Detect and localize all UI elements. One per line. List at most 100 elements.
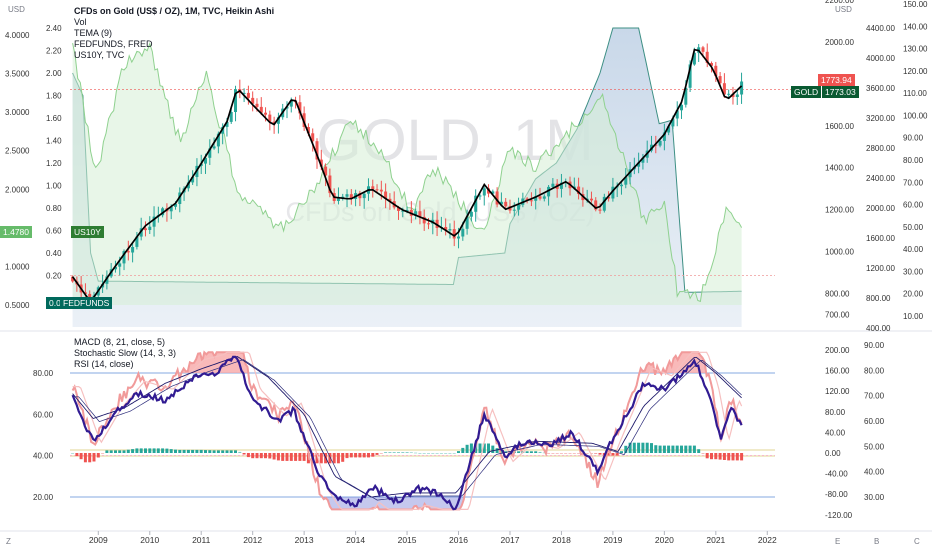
volume-axis-label: 120.00 (903, 67, 928, 76)
macd-histogram-bar (572, 453, 576, 454)
macd-histogram-bar (152, 448, 156, 453)
candle-body (465, 216, 469, 229)
volume-axis-label: 40.00 (903, 245, 924, 254)
macd-histogram-bar (671, 445, 675, 453)
rsi-axis-label: 60.00 (33, 410, 54, 419)
legend-tema[interactable]: TEMA (9) (74, 28, 113, 38)
macd-histogram-bar (559, 453, 563, 454)
time-axis-label: 2011 (192, 535, 211, 545)
legend-stoch[interactable]: Stochastic Slow (14, 3, 3) (74, 348, 177, 358)
macd-histogram-bar (495, 448, 499, 453)
log-scale-button[interactable]: E (835, 537, 841, 546)
candle-body (384, 191, 388, 199)
volume-axis-label: 130.00 (903, 45, 928, 54)
macd-histogram-bar (83, 453, 87, 463)
macd-histogram-bar (101, 453, 105, 454)
macd-signal-line (72, 359, 742, 501)
macd-histogram-bar (439, 453, 443, 454)
stoch-axis-label: 80.00 (864, 366, 885, 375)
macd-histogram-bar (367, 453, 370, 458)
macd-histogram-bar (118, 450, 122, 453)
candle-body (624, 177, 628, 185)
candle-body (529, 200, 533, 202)
candle-body (405, 209, 409, 211)
scale-axis-label: 2800.00 (866, 144, 895, 153)
legend-us10y[interactable]: US10Y, TVC (74, 50, 125, 60)
candle-body (255, 103, 259, 107)
legend-rsi[interactable]: RSI (14, close) (74, 359, 134, 369)
legend-macd[interactable]: MACD (8, 21, close, 5) (74, 337, 166, 347)
stoch-axis-label: 90.00 (864, 341, 885, 350)
legend-vol[interactable]: Vol (74, 17, 87, 27)
candle-body (126, 251, 130, 253)
candle-body (358, 193, 362, 199)
fedfunds-axis-label: 2.40 (46, 24, 62, 33)
macd-histogram-bar (88, 453, 92, 463)
candle-body (135, 236, 139, 247)
macd-histogram-bar (731, 453, 735, 461)
candle-body (375, 189, 379, 191)
legend-fedfunds[interactable]: FEDFUNDS, FRED (74, 39, 153, 49)
macd-histogram-bar (276, 453, 280, 461)
candle-body (727, 93, 731, 95)
volume-axis-label: 70.00 (903, 178, 924, 187)
auto-scale-button[interactable]: Z (6, 537, 11, 546)
candle-body (174, 203, 177, 207)
candle-body (388, 198, 392, 202)
candle-body (517, 204, 521, 210)
macd-histogram-bar (418, 453, 422, 454)
macd-histogram-bar (542, 452, 546, 454)
macd-histogram-bar (234, 450, 237, 453)
macd-histogram-bar (598, 453, 602, 455)
left-axis-currency: USD (8, 5, 25, 14)
macd-histogram-bar (637, 442, 641, 453)
fedfunds-axis-label: 0.60 (46, 227, 62, 236)
fedfunds-name-badge: FEDFUNDS (60, 297, 113, 309)
macd-histogram-bar (96, 453, 100, 458)
time-axis-label: 2012 (243, 535, 262, 545)
macd-histogram-bar (594, 453, 598, 454)
time-axis-label: 2022 (758, 535, 777, 545)
macd-axis-label: -40.00 (825, 470, 848, 479)
candle-body (684, 87, 688, 105)
candle-body (654, 144, 658, 146)
adjust-button[interactable]: B (874, 537, 880, 546)
us10y-axis-label: 3.0000 (5, 108, 30, 117)
macd-histogram-bar (336, 453, 340, 464)
candle-body (418, 211, 422, 217)
macd-histogram-bar (161, 448, 165, 453)
candle-body (272, 121, 276, 124)
macd-histogram-bar (529, 451, 533, 453)
candle-body (328, 175, 332, 194)
macd-histogram-bar (272, 453, 276, 460)
macd-histogram-bar (358, 453, 362, 458)
candle-body (692, 52, 696, 65)
price-axis-label: 1600.00 (825, 122, 854, 131)
candle-body (289, 100, 293, 107)
candle-body (469, 211, 473, 217)
macd-histogram-bar (718, 453, 722, 460)
time-axis-label: 2010 (140, 535, 159, 545)
candle-body (461, 228, 465, 237)
symbol-title[interactable]: CFDs on Gold (US$ / OZ), 1M, TVC, Heikin… (74, 6, 275, 16)
macd-histogram-bar (662, 445, 666, 453)
macd-histogram-bar (409, 452, 413, 453)
candle-body (379, 189, 383, 192)
candle-body (362, 193, 366, 199)
macd-histogram-bar (405, 452, 409, 453)
macd-histogram-bar (289, 453, 293, 461)
candle-body (229, 112, 233, 122)
candle-body (336, 197, 340, 201)
time-axis-label: 2020 (655, 535, 674, 545)
macd-histogram-bar (645, 442, 649, 453)
macd-histogram-bar (221, 450, 225, 453)
macd-histogram-bar (469, 443, 473, 453)
candle-body (547, 186, 551, 197)
candle-body (551, 183, 555, 187)
candle-body (401, 210, 405, 212)
macd-histogram-bar (478, 443, 482, 453)
macd-axis-label: 160.00 (825, 367, 850, 376)
candle-body (319, 159, 323, 167)
gold-price-badge: 1773.03 (822, 86, 859, 98)
settings-button[interactable]: C (914, 537, 920, 546)
